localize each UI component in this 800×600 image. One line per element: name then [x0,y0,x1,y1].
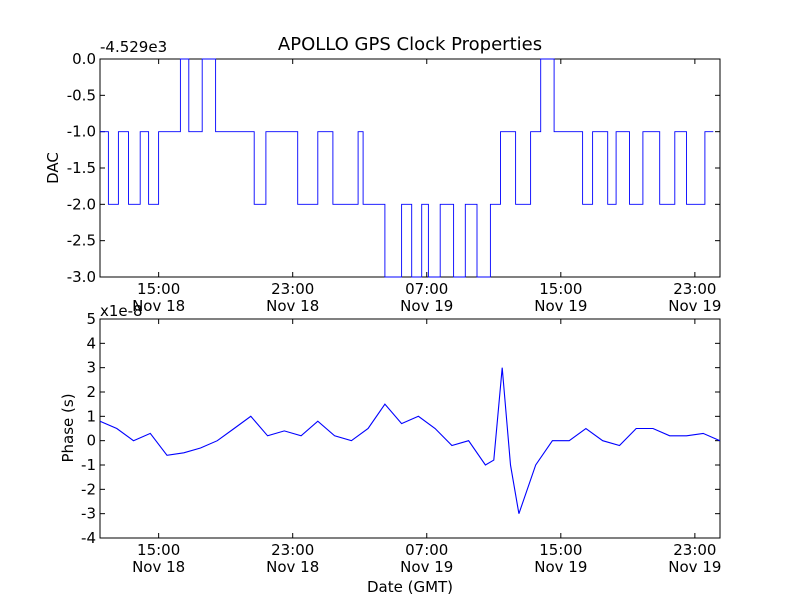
y-tick-label: 5 [86,310,96,328]
y-tick-label: 3 [86,359,96,377]
x-tick-label-time: 15:00 [137,541,180,559]
x-tick-label-date: Nov 19 [400,297,453,315]
x-tick-label-date: Nov 18 [132,558,185,576]
y-tick-label: 4 [86,334,96,352]
y-tick-label: 1 [86,407,96,425]
dac-y-axis-label: DAC [44,152,62,184]
y-tick-label: -3 [81,505,96,523]
y-tick-label: -1.5 [67,159,96,177]
chart-title: APOLLO GPS Clock Properties [278,34,542,55]
plot-frame [99,58,721,278]
series-line [100,58,714,278]
x-tick-label-time: 15:00 [539,541,582,559]
x-tick-label-time: 23:00 [673,280,716,298]
x-tick-label-date: Nov 18 [132,297,185,315]
y-tick-label: -2.5 [67,232,96,250]
plot-frame [99,318,721,539]
x-tick-label-date: Nov 18 [266,558,319,576]
y-tick-label: -1 [81,456,96,474]
x-tick-label-time: 15:00 [137,280,180,298]
y-tick-label: -2.0 [67,195,96,213]
x-tick-label-date: Nov 19 [668,297,721,315]
x-tick-label-time: 15:00 [539,280,582,298]
series-line [99,367,721,514]
x-tick-label-date: Nov 19 [534,558,587,576]
x-tick-label-time: 07:00 [405,541,448,559]
dac-panel: -4.529e3 DAC 0.0 -0.5 -1.0 -1.5 -2.0 -2.5 -3.0… [44,38,721,315]
dac-offset-label: -4.529e3 [100,38,167,56]
x-tick-label-date: Nov 19 [400,558,453,576]
y-tick-label: -0.5 [67,86,96,104]
x-tick-label-date: Nov 19 [534,297,587,315]
phase-panel: x1e-8 Phase (s) Date (GMT) 5 4 3 2 1 0 -1 -2 -3 -… [59,302,721,596]
phase-offset-label: x1e-8 [100,302,143,320]
y-tick-label: 0 [86,432,96,450]
y-tick-label: -1.0 [67,123,96,141]
x-tick-label-time: 23:00 [271,541,314,559]
x-tick-label-time: 07:00 [405,280,448,298]
x-tick-label-date: Nov 19 [668,558,721,576]
y-tick-label: -4 [81,529,96,547]
y-tick-label: -2 [81,480,96,498]
y-tick-label: -3.0 [67,268,96,286]
x-tick-label-time: 23:00 [271,280,314,298]
y-tick-label: 2 [86,383,96,401]
phase-y-axis-label: Phase (s) [59,393,77,462]
x-axis-label: Date (GMT) [367,578,453,596]
x-tick-label-time: 23:00 [673,541,716,559]
x-tick-label-date: Nov 18 [266,297,319,315]
y-tick-label: 0.0 [72,50,96,68]
